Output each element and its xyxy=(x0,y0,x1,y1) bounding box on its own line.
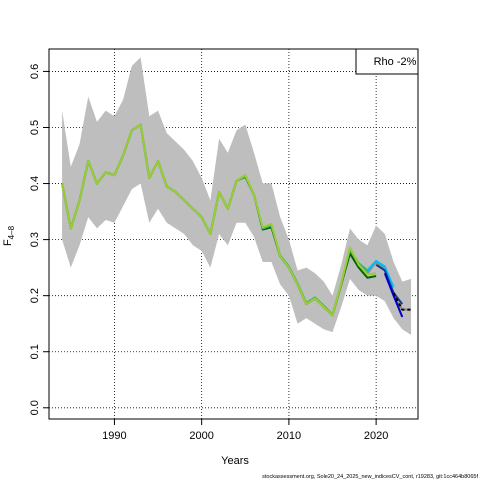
y-axis-title: F4–8 xyxy=(2,225,16,246)
legend: Rho -2% xyxy=(355,48,419,75)
legend-text: Rho -2% xyxy=(374,56,417,68)
series-line-8 xyxy=(392,292,412,311)
x-tick-label-3: 2020 xyxy=(364,430,388,442)
footer-credit: stockassessment.org, Sole20_24_2025_new_… xyxy=(262,474,478,480)
series-line-5 xyxy=(366,259,395,288)
y-axis-title-main: F xyxy=(2,239,14,246)
confidence-band xyxy=(62,57,412,335)
x-axis-title: Years xyxy=(221,455,249,467)
series-line-6 xyxy=(375,263,404,305)
x-tick-label-0: 1990 xyxy=(102,430,126,442)
y-tick-label-0: 0.0 xyxy=(29,400,41,415)
y-tick-label-3: 0.3 xyxy=(29,232,41,247)
y-tick-label-6: 0.6 xyxy=(29,64,41,79)
series-line-7 xyxy=(383,272,404,318)
y-tick-label-4: 0.4 xyxy=(29,176,41,191)
series-layer xyxy=(61,123,412,318)
plot-frame xyxy=(48,48,419,420)
x-axis: 1990 2000 2010 2020 xyxy=(102,419,388,442)
x-tick-label-1: 2000 xyxy=(189,430,213,442)
y-tick-label-5: 0.5 xyxy=(29,120,41,135)
y-axis: 0.0 0.1 0.2 0.3 0.4 0.5 0.6 xyxy=(29,64,49,415)
y-axis-title-subscript: 4–8 xyxy=(7,225,16,239)
legend-box xyxy=(355,48,419,75)
y-tick-label-1: 0.1 xyxy=(29,344,41,359)
series-line-4 xyxy=(61,123,377,317)
y-tick-label-2: 0.2 xyxy=(29,288,41,303)
confidence-band-layer xyxy=(62,57,412,335)
x-tick-label-2: 2010 xyxy=(277,430,301,442)
